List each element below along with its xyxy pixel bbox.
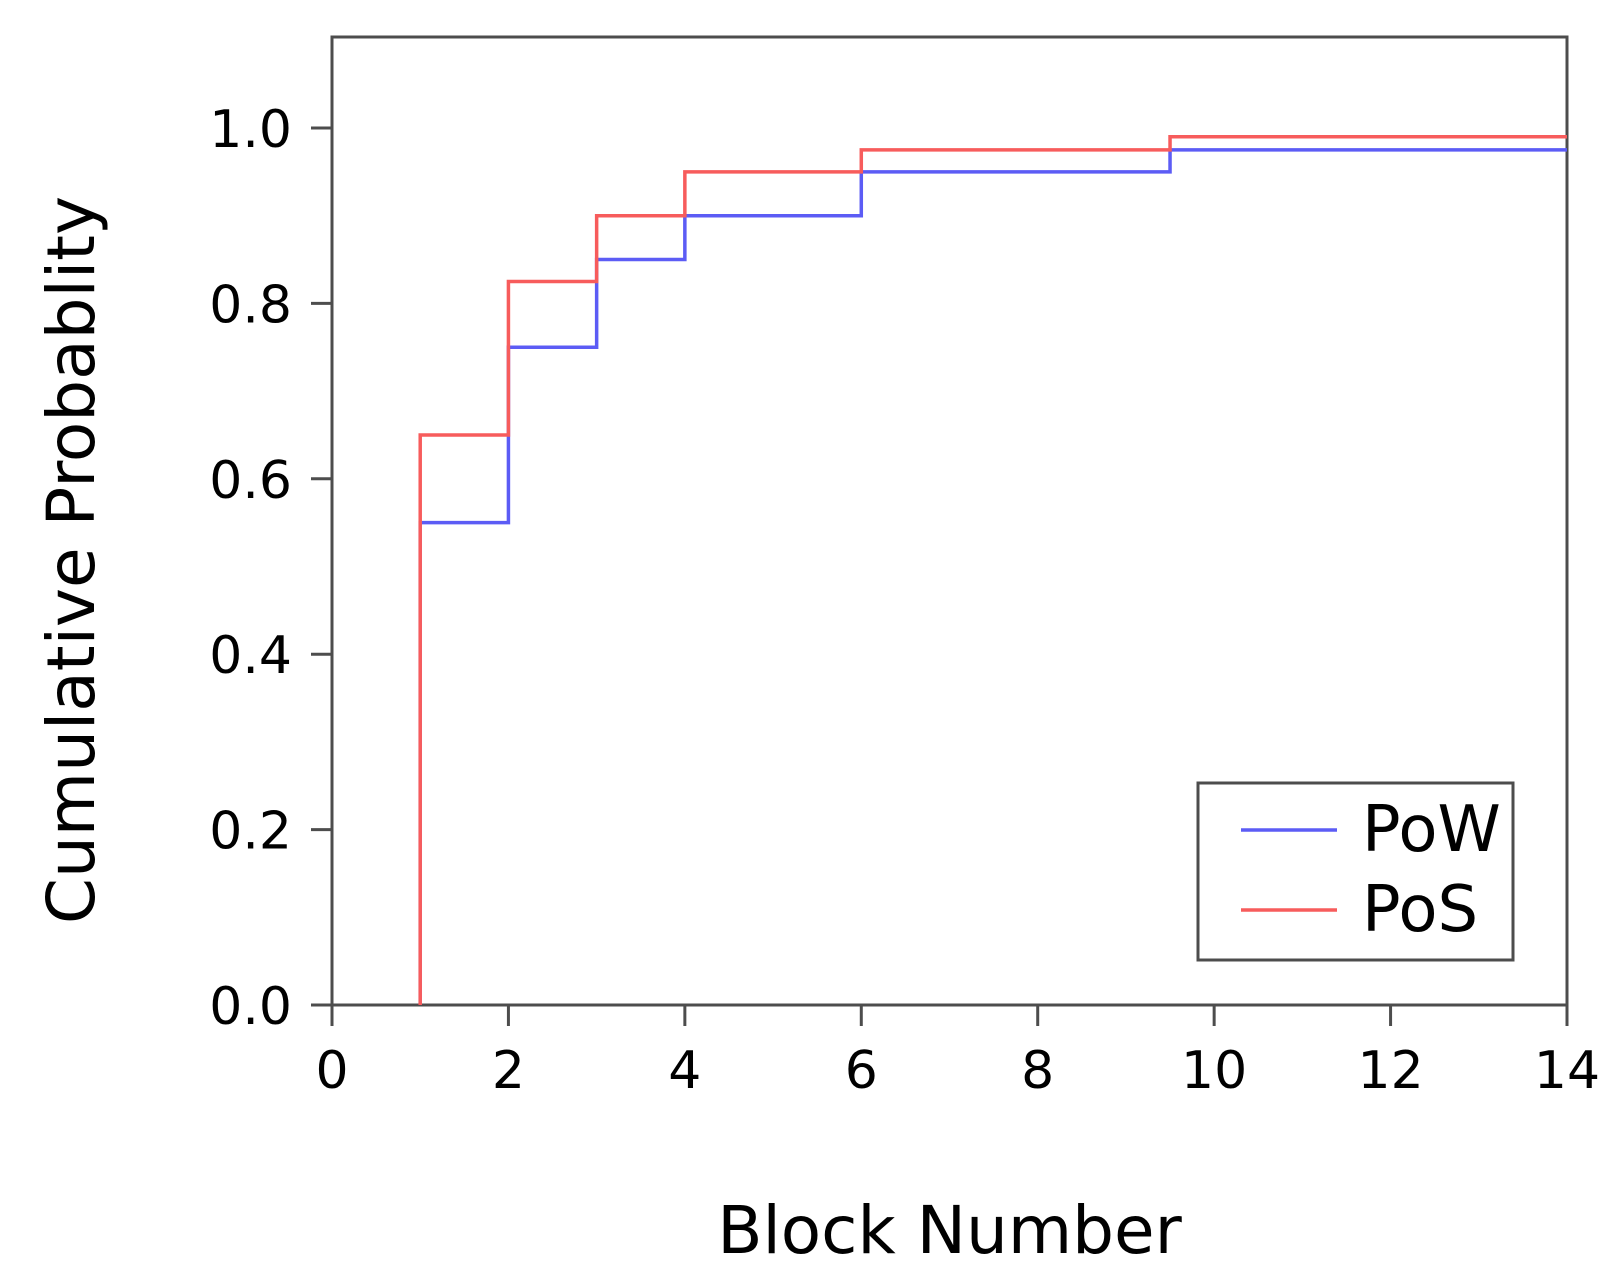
y-axis-title: Cumulative Probablity	[33, 195, 110, 925]
y-tick-label: 0.6	[209, 451, 292, 511]
x-tick-label: 8	[1021, 1041, 1054, 1101]
x-tick-label: 0	[315, 1041, 348, 1101]
x-axis-title: Block Number	[717, 1192, 1182, 1269]
x-tick-label: 6	[845, 1041, 878, 1101]
x-tick-label: 2	[492, 1041, 525, 1101]
series-line-pow	[418, 148, 1567, 1005]
y-tick-label: 1.0	[209, 100, 292, 160]
x-tick-label: 10	[1181, 1041, 1247, 1101]
legend-label-pow: PoW	[1362, 793, 1501, 867]
y-tick-label: 0.0	[209, 977, 292, 1037]
x-tick-label: 12	[1357, 1041, 1423, 1101]
legend-label-pos: PoS	[1362, 873, 1478, 947]
y-tick-label: 0.8	[209, 275, 292, 335]
series-line-pos	[418, 135, 1567, 1005]
legend-box	[1196, 781, 1515, 962]
x-tick-label: 14	[1534, 1041, 1600, 1101]
x-tick-label: 4	[668, 1041, 701, 1101]
plot-frame	[330, 35, 1569, 1007]
y-tick-label: 0.4	[209, 626, 292, 686]
y-tick-label: 0.2	[209, 802, 292, 862]
